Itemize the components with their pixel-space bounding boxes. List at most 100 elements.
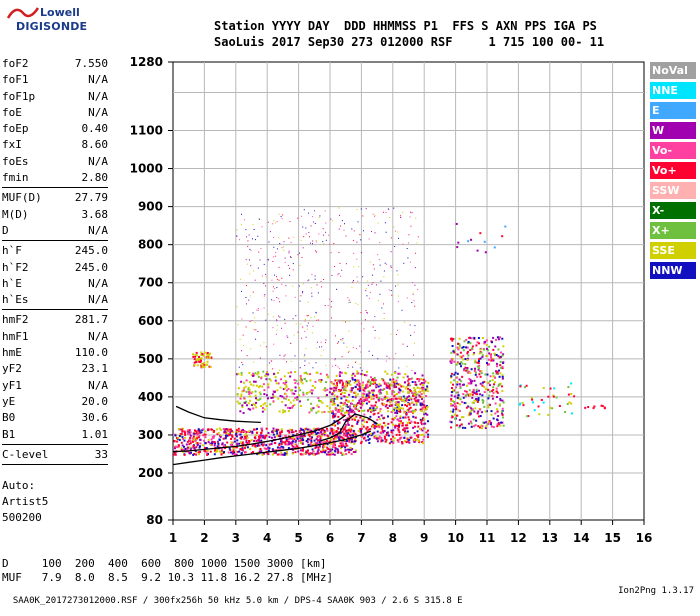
echo-point <box>501 421 504 424</box>
echo-point <box>330 306 332 308</box>
echo-point <box>277 315 279 317</box>
param-name: yE <box>2 394 16 408</box>
echo-point <box>367 409 370 412</box>
echo-point <box>398 438 401 441</box>
echo-point <box>288 431 291 434</box>
echo-point <box>323 243 325 245</box>
echo-point <box>285 385 288 388</box>
echo-point <box>322 228 324 230</box>
echo-point <box>310 389 313 392</box>
echo-point <box>317 397 320 400</box>
echo-point <box>258 385 261 388</box>
echo-point <box>359 234 361 236</box>
echo-point <box>492 372 495 375</box>
echo-point <box>344 428 347 431</box>
echo-point <box>386 432 389 435</box>
echo-point <box>291 392 294 395</box>
echo-point <box>304 452 307 455</box>
echo-point <box>263 263 265 265</box>
echo-point <box>367 379 370 382</box>
echo-point <box>181 427 184 430</box>
echo-point <box>198 429 201 432</box>
echo-point <box>311 389 314 392</box>
echo-point <box>308 212 310 214</box>
echo-point <box>406 437 409 440</box>
echo-point <box>205 447 208 450</box>
echo-point <box>417 422 420 425</box>
echo-point <box>400 436 403 439</box>
echo-point <box>224 431 227 434</box>
echo-point <box>300 295 302 297</box>
param-value: 1.01 <box>81 427 109 441</box>
echo-point <box>284 322 286 324</box>
echo-point <box>459 387 462 390</box>
echo-point <box>469 342 472 345</box>
echo-point <box>416 386 419 389</box>
echo-point <box>398 391 401 394</box>
echo-point <box>286 335 288 337</box>
echo-point <box>377 398 380 401</box>
echo-point <box>285 384 288 387</box>
echo-point <box>421 390 424 393</box>
echo-point <box>293 404 296 407</box>
echo-point <box>329 453 332 456</box>
echo-point <box>335 429 338 432</box>
echo-point <box>340 412 343 415</box>
echo-point <box>241 318 243 320</box>
echo-point <box>262 383 265 386</box>
echo-point <box>308 411 311 414</box>
echo-point <box>459 385 462 388</box>
echo-point <box>265 434 268 437</box>
echo-point <box>291 437 294 440</box>
echo-point <box>496 391 499 394</box>
echo-point <box>262 452 265 455</box>
echo-point <box>355 361 357 363</box>
echo-point <box>258 391 261 394</box>
echo-point <box>499 424 502 427</box>
echo-point <box>483 348 486 351</box>
echo-point <box>425 408 428 411</box>
echo-point <box>344 448 347 451</box>
echo-point <box>453 400 456 403</box>
echo-point <box>409 324 411 326</box>
echo-point <box>260 247 262 249</box>
echo-point <box>263 408 266 411</box>
echo-point <box>385 390 388 393</box>
echo-point <box>213 435 216 438</box>
echo-point <box>289 437 292 440</box>
echo-point <box>453 395 456 398</box>
echo-point <box>237 387 240 390</box>
param-name: MUF(D) <box>2 191 42 205</box>
echo-point <box>425 395 428 398</box>
echo-point <box>301 256 303 258</box>
echo-point <box>236 235 238 237</box>
echo-point <box>497 415 500 418</box>
echo-point <box>358 389 361 392</box>
echo-point <box>276 446 279 449</box>
echo-point <box>485 343 488 346</box>
echo-point <box>247 391 250 394</box>
echo-point <box>409 406 412 409</box>
echo-point <box>317 410 320 413</box>
echo-point <box>248 389 251 392</box>
echo-point <box>207 354 210 357</box>
echo-point <box>251 432 254 435</box>
echo-point <box>391 418 394 421</box>
echo-point <box>421 386 424 389</box>
echo-point <box>390 266 392 268</box>
echo-point <box>553 387 556 390</box>
echo-point <box>477 360 480 363</box>
echo-point <box>291 452 294 455</box>
echo-point <box>356 241 358 243</box>
echo-point <box>369 292 371 294</box>
echo-point <box>200 431 203 434</box>
echo-point <box>380 436 383 439</box>
echo-point <box>305 439 308 442</box>
echo-point <box>370 231 372 233</box>
echo-point <box>473 410 476 413</box>
echo-point <box>388 387 391 390</box>
echo-point <box>423 411 426 414</box>
echo-point <box>260 427 263 430</box>
echo-point <box>328 391 331 394</box>
echo-point <box>257 442 260 445</box>
